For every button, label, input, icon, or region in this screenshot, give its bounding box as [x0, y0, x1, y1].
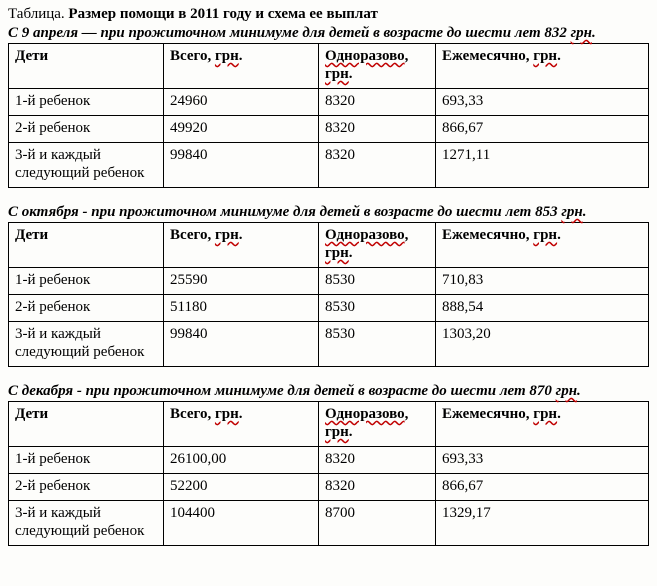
table-cell: 25590: [164, 268, 319, 295]
column-header: Всего, грн.: [164, 402, 319, 447]
table-cell: 8530: [319, 268, 436, 295]
table-cell: 1-й ребенок: [9, 268, 164, 295]
table-cell: 104400: [164, 501, 319, 546]
table-cell: 8700: [319, 501, 436, 546]
table-row: 1-й ребенок249608320693,33: [9, 89, 649, 116]
table-cell: 2-й ребенок: [9, 295, 164, 322]
table-cell: 8320: [319, 116, 436, 143]
table-cell: 693,33: [436, 89, 649, 116]
column-header: Ежемесячно, грн.: [436, 44, 649, 89]
table-cell: 8530: [319, 322, 436, 367]
table-cell: 24960: [164, 89, 319, 116]
payments-table: ДетиВсего, грн.Одноразово, грн.Ежемесячн…: [8, 222, 649, 367]
table-cell: 49920: [164, 116, 319, 143]
table-cell: 3-й и каждый следующий ребенок: [9, 501, 164, 546]
table-row: 3-й и каждый следующий ребенок9984085301…: [9, 322, 649, 367]
table-cell: 888,54: [436, 295, 649, 322]
table-cell: 8320: [319, 474, 436, 501]
section-heading: С декабря - при прожиточном минимуме для…: [8, 383, 649, 400]
page-title: Таблица. Размер помощи в 2011 году и схе…: [8, 6, 649, 23]
section-heading: С октября - при прожиточном минимуме для…: [8, 204, 649, 221]
table-cell: 26100,00: [164, 447, 319, 474]
table-cell: 866,67: [436, 474, 649, 501]
column-header: Дети: [9, 223, 164, 268]
table-cell: 1-й ребенок: [9, 447, 164, 474]
payments-table: ДетиВсего, грн.Одноразово, грн.Ежемесячн…: [8, 43, 649, 188]
table-cell: 51180: [164, 295, 319, 322]
table-cell: 1303,20: [436, 322, 649, 367]
table-row: 3-й и каждый следующий ребенок1044008700…: [9, 501, 649, 546]
table-row: 1-й ребенок255908530710,83: [9, 268, 649, 295]
column-header: Всего, грн.: [164, 223, 319, 268]
column-header: Одноразово, грн.: [319, 402, 436, 447]
column-header: Дети: [9, 44, 164, 89]
table-cell: 693,33: [436, 447, 649, 474]
column-header: Одноразово, грн.: [319, 44, 436, 89]
payments-table: ДетиВсего, грн.Одноразово, грн.Ежемесячн…: [8, 401, 649, 546]
table-cell: 1-й ребенок: [9, 89, 164, 116]
table-row: 2-й ребенок511808530888,54: [9, 295, 649, 322]
table-row: 3-й и каждый следующий ребенок9984083201…: [9, 143, 649, 188]
table-cell: 1271,11: [436, 143, 649, 188]
column-header: Ежемесячно, грн.: [436, 402, 649, 447]
table-row: 2-й ребенок522008320866,67: [9, 474, 649, 501]
title-plain: Таблица.: [8, 6, 68, 22]
table-cell: 99840: [164, 143, 319, 188]
table-cell: 99840: [164, 322, 319, 367]
column-header: Дети: [9, 402, 164, 447]
table-cell: 1329,17: [436, 501, 649, 546]
column-header: Всего, грн.: [164, 44, 319, 89]
table-cell: 8530: [319, 295, 436, 322]
table-cell: 8320: [319, 143, 436, 188]
column-header: Одноразово, грн.: [319, 223, 436, 268]
table-cell: 52200: [164, 474, 319, 501]
table-cell: 3-й и каждый следующий ребенок: [9, 143, 164, 188]
table-cell: 866,67: [436, 116, 649, 143]
table-row: 2-й ребенок499208320866,67: [9, 116, 649, 143]
table-cell: 710,83: [436, 268, 649, 295]
table-cell: 2-й ребенок: [9, 474, 164, 501]
title-bold: Размер помощи в 2011 году и схема ее вып…: [68, 6, 377, 22]
table-cell: 8320: [319, 447, 436, 474]
section-heading: С 9 апреля — при прожиточном минимуме дл…: [8, 25, 649, 42]
table-cell: 2-й ребенок: [9, 116, 164, 143]
column-header: Ежемесячно, грн.: [436, 223, 649, 268]
table-cell: 3-й и каждый следующий ребенок: [9, 322, 164, 367]
table-cell: 8320: [319, 89, 436, 116]
table-row: 1-й ребенок26100,008320693,33: [9, 447, 649, 474]
